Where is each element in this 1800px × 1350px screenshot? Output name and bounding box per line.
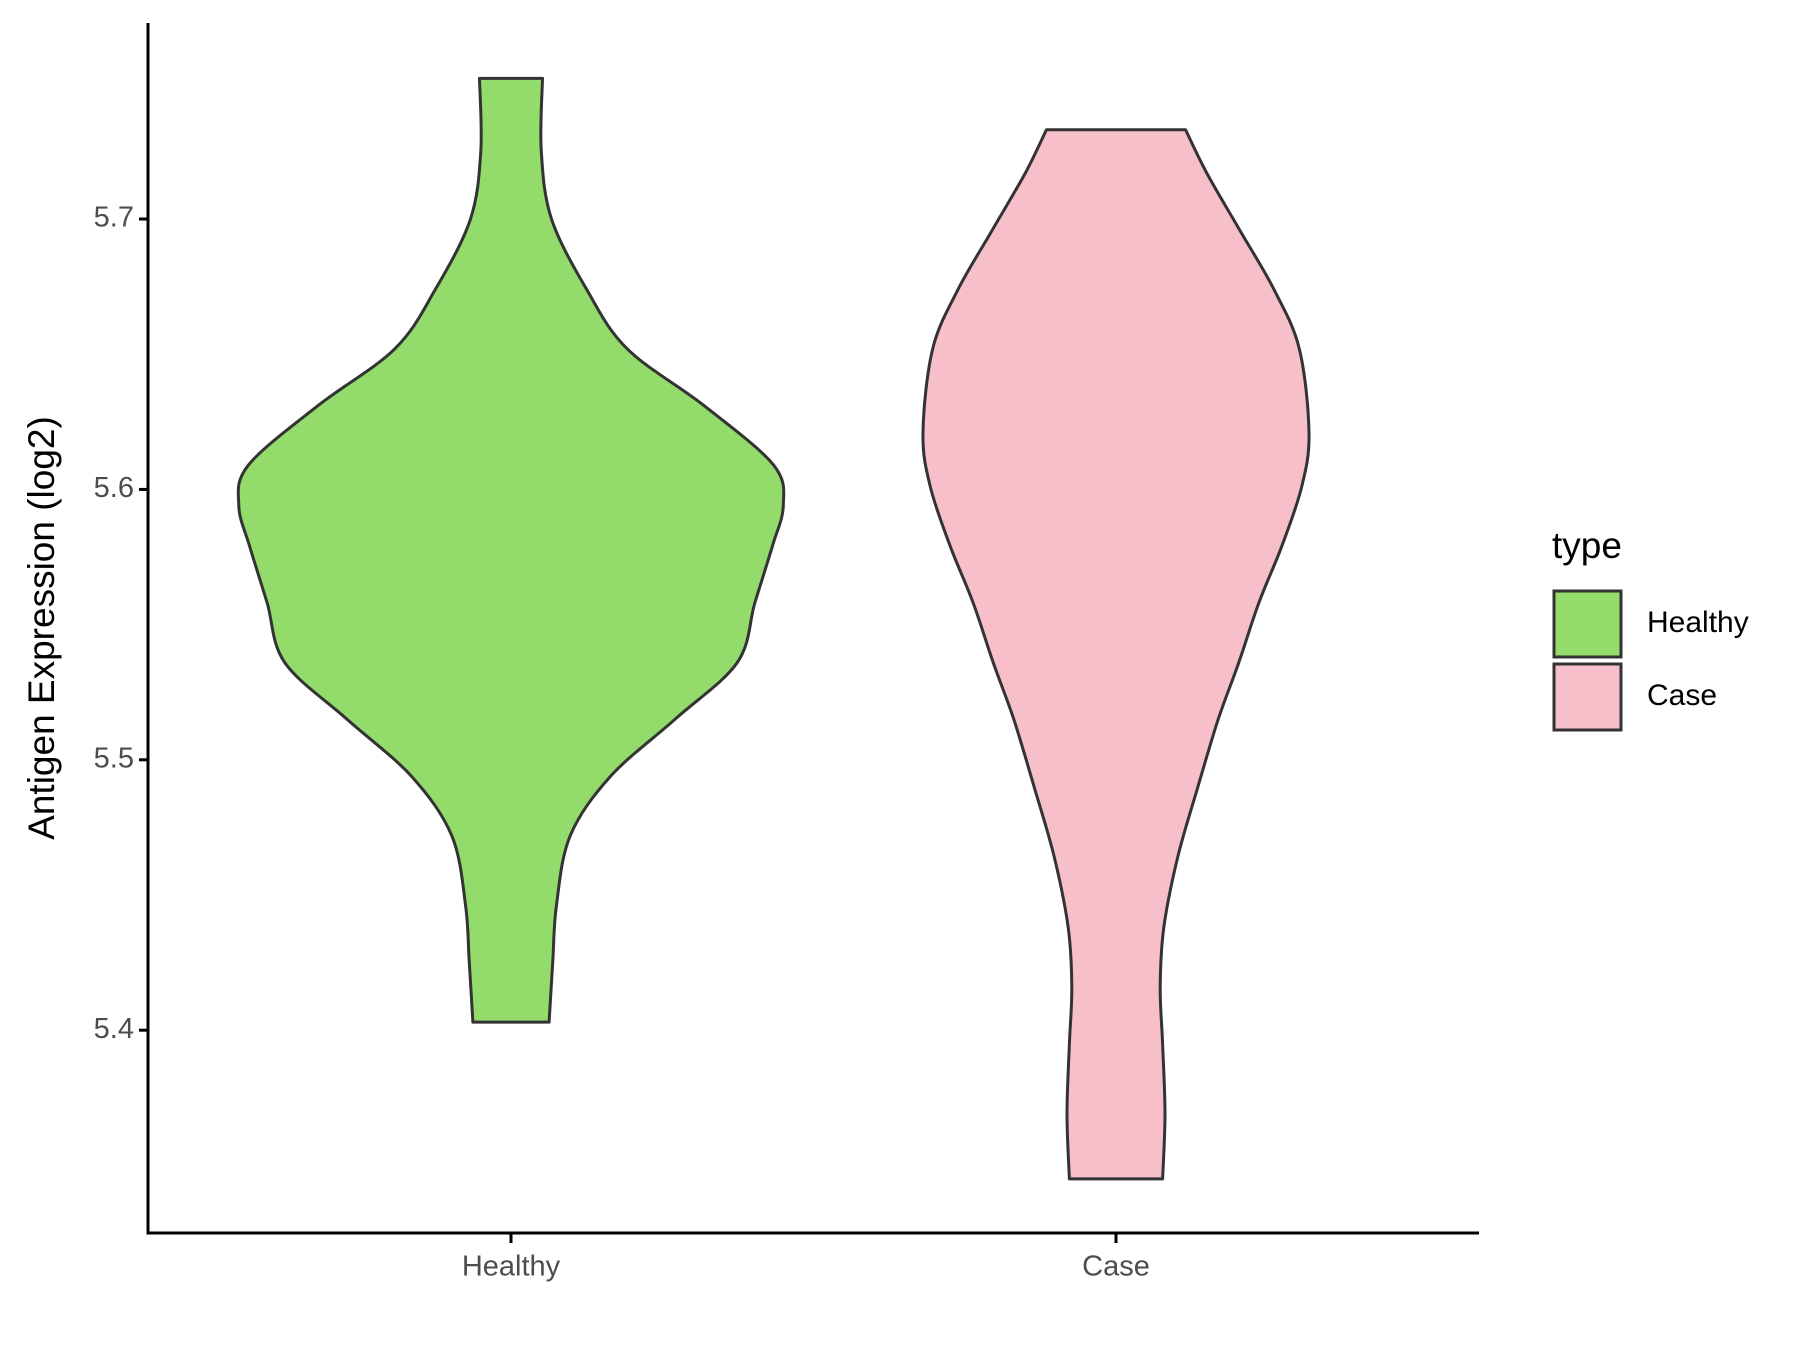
violin	[236, 76, 786, 1024]
y-axis-label: Antigen Expression (log2)	[21, 416, 62, 840]
y-tick-label: 5.6	[94, 472, 134, 504]
y-tick-label: 5.7	[94, 202, 134, 234]
y-tick-label: 5.4	[94, 1013, 134, 1045]
legend-label: Healthy	[1647, 606, 1749, 639]
violin	[921, 128, 1311, 1181]
x-tick-label: Case	[1082, 1251, 1150, 1283]
legend-key	[1552, 589, 1623, 659]
x-tick-label: Healthy	[462, 1251, 561, 1283]
legend-title: type	[1552, 525, 1622, 566]
legend-label: Case	[1647, 679, 1717, 712]
y-tick-label: 5.5	[94, 742, 134, 774]
legend-key	[1552, 662, 1623, 732]
